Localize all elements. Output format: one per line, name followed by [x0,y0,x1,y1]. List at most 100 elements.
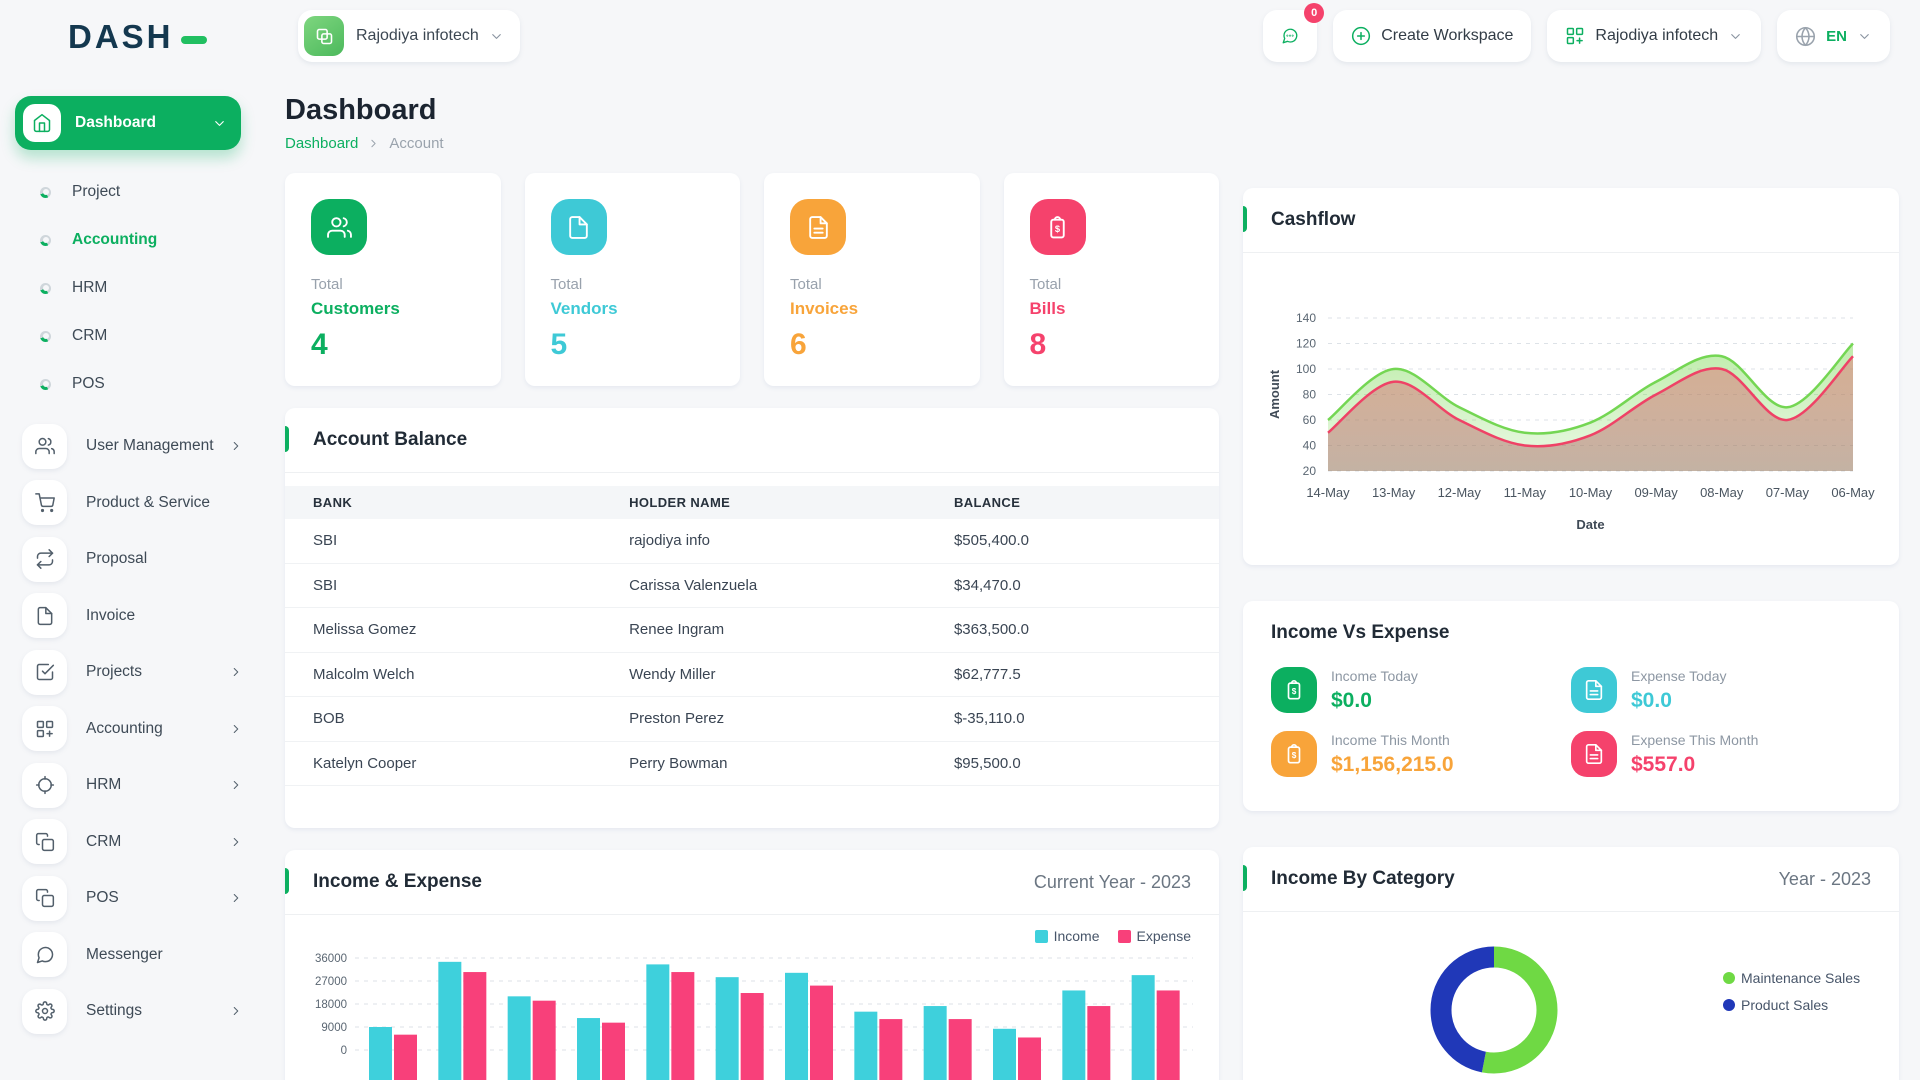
sidebar-item-accounting[interactable]: Accounting [0,216,265,264]
cell-balance: $34,470.0 [953,576,1021,594]
sidebar-item-pos-group[interactable]: POS [0,870,265,927]
income-month-tile: Income This Month $1,156,215.0 [1271,731,1571,777]
sidebar-item-label: Product & Service [86,493,211,511]
sidebar-item-hrm[interactable]: HRM [0,264,265,312]
circle-bullet-icon [40,234,51,246]
card-title: Income Vs Expense [1271,622,1450,643]
sidebar-item-invoice[interactable]: Invoice [0,588,265,645]
table-row: Melissa Gomez Renee Ingram $363,500.0 [285,608,1219,653]
grid-plus-icon [1565,26,1585,46]
sidebar-item-label: Messenger [86,945,163,963]
chevron-down-icon [212,116,227,131]
clipboard-dollar-icon [1271,667,1317,713]
cell-bank: BOB [313,710,345,728]
cell-holder: Perry Bowman [629,754,728,772]
income-expense-bar-chart: 0 9000 18000 27000 36000 [315,953,1193,1080]
workspace-selector[interactable]: Rajodiya infotech [298,10,520,62]
income-legend-swatch [1034,929,1048,943]
logo-dash-icon [180,36,207,44]
sidebar-item-projects[interactable]: Projects [0,644,265,701]
sidebar-item-user-management[interactable]: User Management [0,418,265,475]
sidebar-item-proposal[interactable]: Proposal [0,531,265,588]
crosshair-icon [22,762,67,808]
cashflow-card: Cashflow 140 120 100 80 60 40 20 14-May 13-May 12… [1243,188,1899,565]
chevron-down-icon [489,29,504,44]
chat-icon [1281,24,1299,48]
language-code: EN [1826,27,1847,45]
svg-text:18000: 18000 [315,999,347,1011]
sidebar-item-project[interactable]: Project [0,168,265,216]
language-selector[interactable]: EN [1777,10,1890,62]
note-icon [550,199,607,255]
sidebar-item-crm[interactable]: CRM [0,312,265,360]
cell-holder: Renee Ingram [629,621,725,639]
app-logo: DASH [68,18,207,56]
sidebar-item-hrm-group[interactable]: HRM [0,757,265,814]
tile-label: Expense Today [1631,667,1727,684]
svg-text:11-May: 11-May [1504,485,1547,500]
page-title: Dashboard [285,94,437,126]
sidebar-item-accounting-group[interactable]: Accounting [0,701,265,758]
company-selector[interactable]: Rajodiya infotech [1547,10,1762,62]
divider [1243,252,1899,253]
sidebar-item-pos[interactable]: POS [0,360,265,408]
stat-label: Customers [311,299,400,318]
svg-text:140: 140 [1296,311,1316,325]
svg-text:120: 120 [1296,337,1316,351]
messages-badge: 0 [1304,3,1325,23]
sidebar-item-label: Settings [86,1002,143,1020]
copy-icon [22,875,67,921]
stat-prefix: Total [1029,276,1062,293]
repeat-icon [22,536,67,582]
cell-balance: $62,777.5 [953,665,1021,683]
tile-value: $0.0 [1631,688,1672,712]
cell-bank: Melissa Gomez [313,621,417,639]
circle-bullet-icon [40,330,51,342]
svg-text:Amount: Amount [1267,369,1282,419]
chevron-right-icon [229,665,243,679]
table-row: BOB Preston Perez $-35,110.0 [285,697,1219,742]
tile-value: $557.0 [1631,752,1696,776]
cell-bank: Katelyn Cooper [313,754,417,772]
users-icon [311,199,367,255]
expense-month-tile: Expense This Month $557.0 [1571,731,1871,777]
table-row: Malcolm Welch Wendy Miller $62,777.5 [285,653,1219,697]
users-icon [22,423,67,469]
svg-text:06-May: 06-May [1831,485,1875,500]
cell-holder: Wendy Miller [629,665,716,683]
svg-text:36000: 36000 [315,953,347,965]
sidebar-item-messenger[interactable]: Messenger [0,927,265,984]
sidebar: Dashboard Project Accounting HRM CRM POS… [0,72,265,1080]
circle-bullet-icon [40,282,51,294]
column-header-balance: BALANCE [953,495,1021,510]
breadcrumb-current: Account [389,135,444,152]
expense-legend-swatch [1117,929,1131,943]
sidebar-item-dashboard[interactable]: Dashboard [15,96,241,150]
main-content: Dashboard Dashboard Account Total Custom… [265,72,1920,1080]
sidebar-item-product-service[interactable]: Product & Service [0,475,265,532]
gear-icon [22,988,67,1034]
income-vs-expense-card: Income Vs Expense Income Today $0.0 Expen… [1243,601,1899,811]
chevron-right-icon [229,891,243,905]
sidebar-item-crm-group[interactable]: CRM [0,814,265,871]
create-workspace-label: Create Workspace [1381,27,1514,44]
sidebar-item-settings[interactable]: Settings [0,983,265,1040]
messages-button[interactable]: 0 [1263,3,1325,62]
legend-label: Maintenance Sales [1741,970,1861,986]
sidebar-item-label: HRM [72,279,108,296]
income-today-tile: Income Today $0.0 [1271,667,1571,713]
logo-text: DASH [68,18,174,55]
svg-text:0: 0 [341,1045,347,1057]
card-title: Account Balance [313,429,468,450]
grid-plus-icon [22,706,67,752]
create-workspace-button[interactable]: Create Workspace [1333,10,1532,62]
svg-text:10-May: 10-May [1569,485,1613,500]
svg-text:07-May: 07-May [1766,485,1810,500]
stat-label: Invoices [790,299,859,318]
topbar: DASH Rajodiya infotech 0 Create Workspac… [0,0,1920,72]
file-text-icon [1571,667,1617,713]
breadcrumb-dashboard-link[interactable]: Dashboard [285,135,359,152]
sidebar-item-label: CRM [86,832,122,850]
legend-label: Income [1053,928,1100,944]
company-label: Rajodiya infotech [1595,27,1719,44]
